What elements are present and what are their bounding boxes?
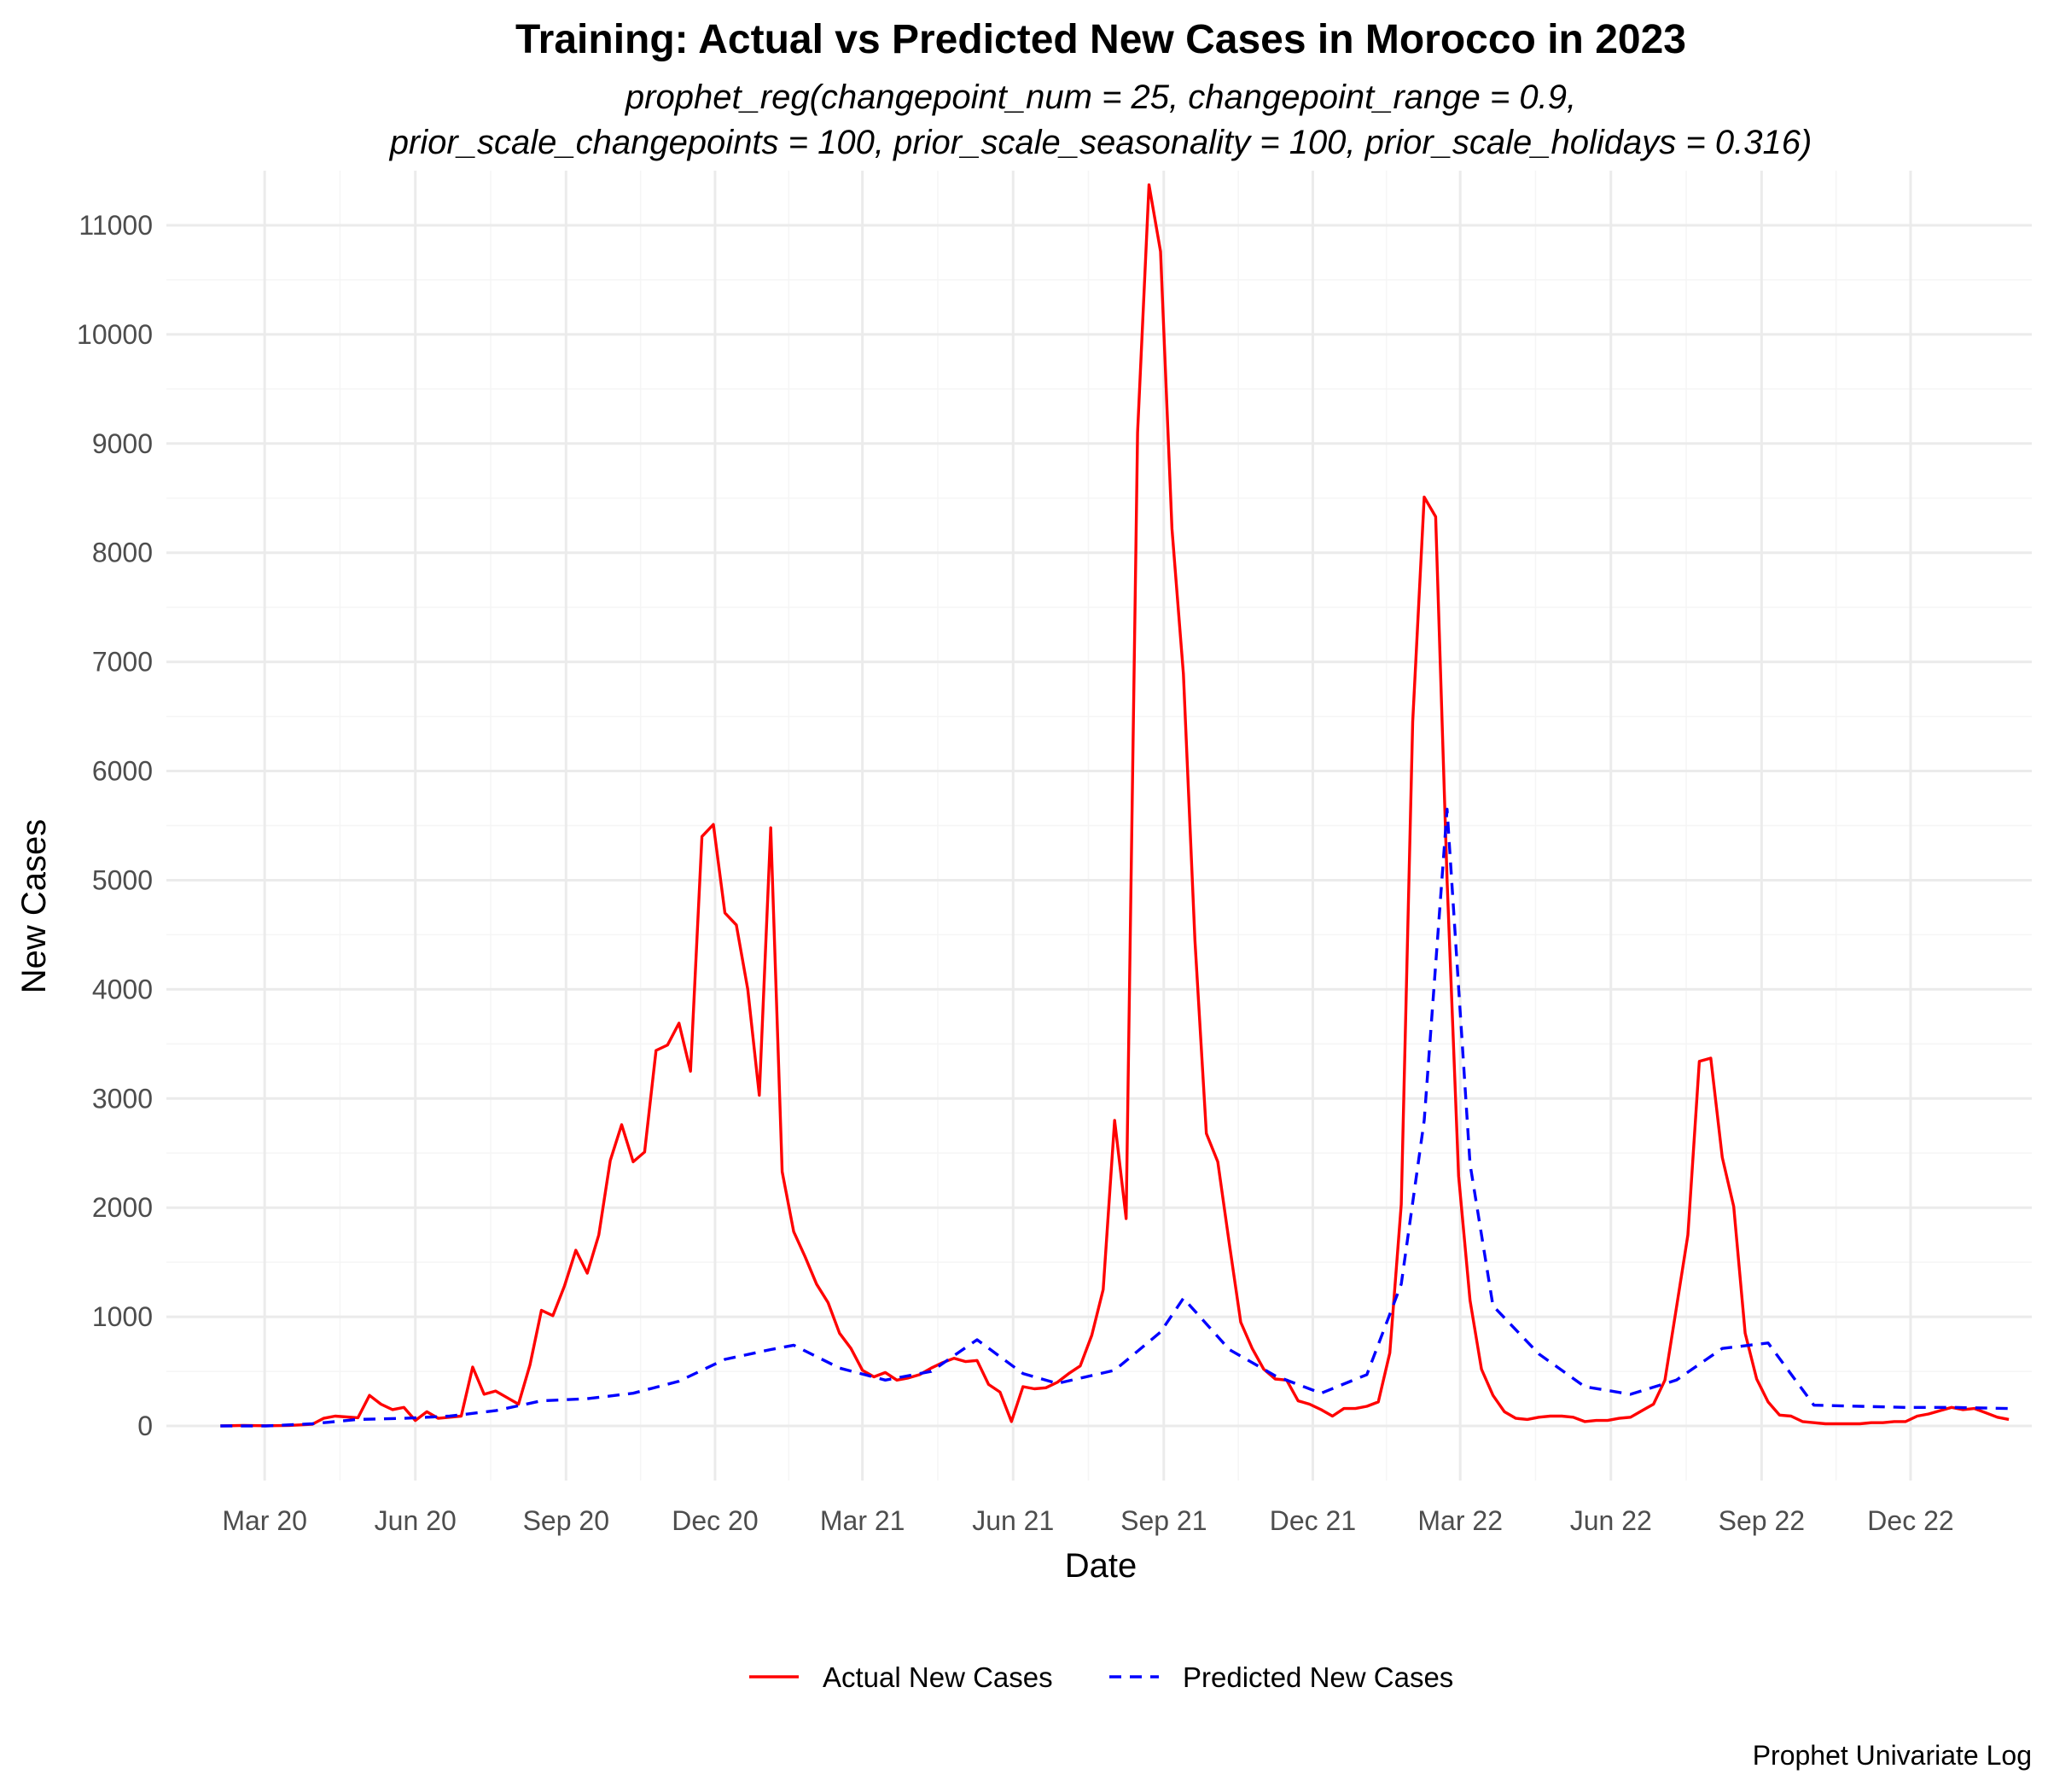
x-tick-label: Dec 22 xyxy=(1867,1505,1953,1536)
y-tick-label: 9000 xyxy=(92,428,153,459)
x-tick-label: Dec 21 xyxy=(1270,1505,1356,1536)
x-tick-label: Dec 20 xyxy=(672,1505,758,1536)
y-tick-label: 3000 xyxy=(92,1083,153,1114)
y-axis-ticks: 0 1000 2000 3000 4000 5000 6000 7000 8000 9000 100… xyxy=(77,210,153,1441)
x-axis-ticks: Mar 20 Jun 20 Sep 20 Dec 20 Mar 21 Jun 21 Sep … xyxy=(222,1505,1953,1536)
chart-subtitle-line-1: prophet_reg(changepoint_num = 25, change… xyxy=(625,79,1576,116)
chart-title: Training: Actual vs Predicted New Cases … xyxy=(515,17,1686,62)
chart-caption: Prophet Univariate Log xyxy=(1753,1740,2032,1771)
y-tick-label: 1000 xyxy=(92,1301,153,1332)
series-lines xyxy=(220,183,2010,1428)
x-tick-label: Mar 20 xyxy=(222,1505,307,1536)
x-tick-label: Jun 22 xyxy=(1570,1505,1652,1536)
x-tick-label: Mar 22 xyxy=(1417,1505,1503,1536)
y-tick-label: 7000 xyxy=(92,647,153,678)
y-tick-label: 0 xyxy=(137,1411,153,1441)
x-tick-label: Mar 21 xyxy=(820,1505,905,1536)
legend-label-1: Actual New Cases xyxy=(823,1661,1053,1693)
x-axis-title: Date xyxy=(1065,1547,1137,1585)
grid xyxy=(166,171,2032,1481)
y-tick-label: 8000 xyxy=(92,538,153,568)
series-line-1 xyxy=(220,183,2010,1428)
x-tick-label: Sep 20 xyxy=(523,1505,609,1536)
y-tick-label: 6000 xyxy=(92,756,153,787)
series-line-2 xyxy=(220,807,2010,1428)
y-tick-label: 2000 xyxy=(92,1192,153,1223)
x-tick-label: Sep 21 xyxy=(1120,1505,1207,1536)
x-tick-label: Jun 21 xyxy=(972,1505,1054,1536)
y-tick-label: 4000 xyxy=(92,974,153,1004)
legend: Actual New Cases Predicted New Cases xyxy=(749,1661,1453,1693)
x-tick-label: Sep 22 xyxy=(1719,1505,1805,1536)
y-tick-label: 10000 xyxy=(77,319,153,350)
y-axis-title: New Cases xyxy=(15,819,53,994)
y-tick-label: 11000 xyxy=(79,210,153,241)
x-tick-label: Jun 20 xyxy=(375,1505,457,1536)
legend-label-2: Predicted New Cases xyxy=(1183,1661,1453,1693)
chart-subtitle-line-2: prior_scale_changepoints = 100, prior_sc… xyxy=(389,124,1812,161)
y-tick-label: 5000 xyxy=(92,864,153,895)
